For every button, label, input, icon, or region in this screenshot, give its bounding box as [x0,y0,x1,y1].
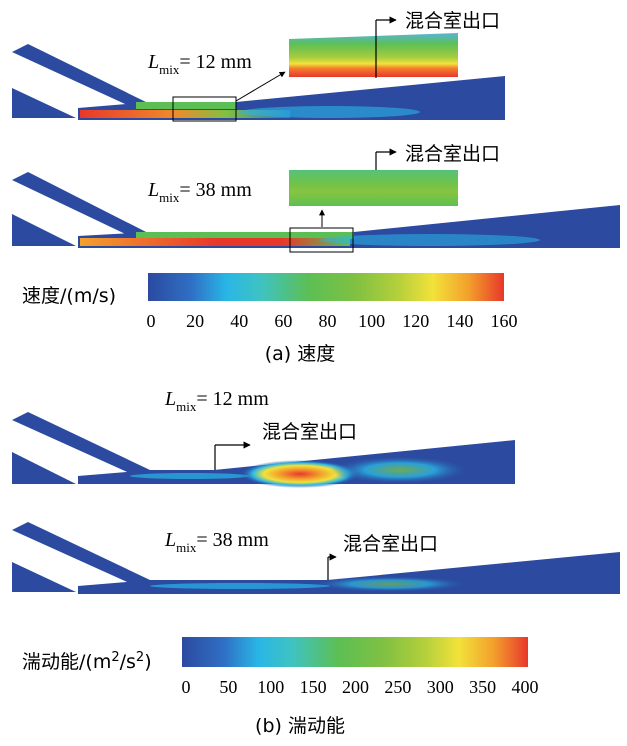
diffuser-plume [240,106,420,118]
nozzle-wedge [12,452,76,484]
colorbar-tick-label: 50 [219,677,237,697]
nozzle-wedge [12,562,76,592]
colorbar-tick-label: 350 [469,677,496,697]
mixer-core [136,232,354,239]
colorbar-ticks-tke: 0 50 100 150 200 250 300 350 400 [182,677,539,697]
colorbar-tick-label: 60 [274,311,292,331]
outlet-label-a2: 混合室出口 [405,143,500,165]
inset-velocity-12 [289,33,458,77]
caption-b: (b) 湍动能 [255,715,345,737]
suction-tube [12,172,150,240]
colorbar-tick-label: 140 [446,311,473,331]
suction-tube [12,44,150,110]
outlet-label-a1: 混合室出口 [405,10,500,32]
colorbar-tick-label: 80 [319,311,337,331]
colorbar-tick-label: 150 [300,677,327,697]
colorbar-tick-label: 120 [402,311,429,331]
nozzle-wedge [12,88,76,118]
jet-stream [80,110,290,118]
colorbar-tick-label: 20 [186,311,204,331]
colorbar-tick-label: 400 [512,677,539,697]
caption-a: (a) 速度 [265,343,336,365]
colorbar-tick-label: 250 [384,677,411,697]
lmix-label-b2: Lmix= 38 mm [164,529,269,555]
zoom-box [289,227,354,253]
jet-stream [80,238,350,246]
velocity-contour-lmix-38 [12,148,620,253]
tke-tail [330,456,470,484]
mixing-layer [150,583,330,589]
colorbar-tick-label: 200 [342,677,369,697]
zoom-box [172,96,237,122]
colorbar-velocity [148,273,504,301]
suction-tube [12,522,150,586]
mixing-layer [130,473,250,479]
tke-contour-lmix-12 [12,412,515,488]
zoom-arrow [235,71,286,102]
lmix-label-a2: Lmix= 38 mm [147,179,252,205]
tke-tail [310,576,470,592]
colorbar-tick-label: 0 [147,311,156,331]
colorbar-tick-label: 300 [427,677,454,697]
colorbar-label-velocity: 速度/(m/s) [22,285,116,307]
velocity-contour-lmix-12 [12,16,505,122]
colorbar-tick-label: 160 [491,311,518,331]
colorbar-tick-label: 100 [358,311,385,331]
diffuser-plume [320,234,540,246]
colorbar-tick-label: 40 [230,311,248,331]
tke-hotspot [240,460,360,488]
suction-tube [12,412,150,476]
outlet-label-b2: 混合室出口 [343,533,438,555]
nozzle-wedge [12,214,76,246]
tke-contour-lmix-38 [12,522,620,594]
colorbar-tke [182,637,528,667]
colorbar-ticks-velocity: 0 20 40 60 80 100 120 140 160 [147,311,518,331]
inset-velocity-38 [289,170,458,206]
lmix-label-b1: Lmix= 12 mm [164,388,269,414]
colorbar-tick-label: 0 [182,677,191,697]
colorbar-tick-label: 100 [257,677,284,697]
outlet-label-b1: 混合室出口 [262,421,357,443]
mixer-core [136,102,236,109]
lmix-label-a1: Lmix= 12 mm [147,51,252,77]
colorbar-label-tke: 湍动能/(m2/s2) [22,650,152,673]
